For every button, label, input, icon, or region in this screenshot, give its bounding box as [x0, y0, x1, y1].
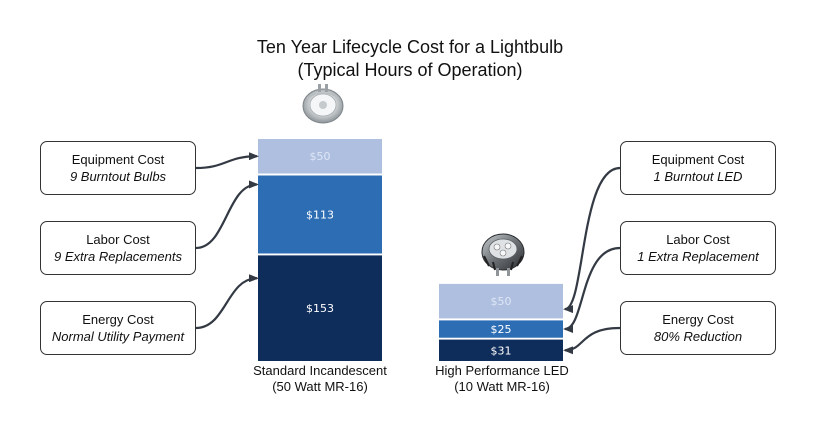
bar-value-label: $153: [306, 302, 334, 315]
callout-detail: 1 Burntout LED: [653, 169, 743, 184]
bar-incandescent-labor: [258, 175, 382, 254]
callout-title: Energy Cost: [82, 312, 154, 327]
callout-detail: 1 Extra Replacement: [637, 249, 759, 264]
category-label-incandescent: Standard Incandescent (50 Watt MR-16): [230, 363, 410, 395]
category-sublabel: (10 Watt MR-16): [454, 379, 550, 394]
bar-value-label: $113: [306, 208, 334, 221]
connector-left-equipment: [195, 152, 259, 170]
bar-led-labor: [439, 320, 563, 338]
callout-left-equipment: Equipment Cost 9 Burntout Bulbs: [40, 141, 196, 195]
bar-incandescent-equipment: [258, 139, 382, 174]
callout-right-labor: Labor Cost 1 Extra Replacement: [620, 221, 776, 275]
led-bulb-icon: [481, 233, 525, 276]
connector-left-labor: [195, 180, 259, 250]
category-label-led: High Performance LED (10 Watt MR-16): [412, 363, 592, 395]
category-name: Standard Incandescent: [253, 363, 387, 378]
bar-incandescent-energy: [258, 255, 382, 361]
bar-led-energy: [439, 339, 563, 361]
chart-title: Ten Year Lifecycle Cost for a Lightbulb: [256, 37, 564, 57]
callout-title: Labor Cost: [86, 232, 150, 247]
callout-title: Labor Cost: [666, 232, 730, 247]
bar-led-equipment: [439, 283, 563, 319]
bar-value-label: $50: [310, 150, 331, 163]
connector-left-energy: [195, 274, 259, 330]
callout-left-labor: Labor Cost 9 Extra Replacements: [40, 221, 196, 275]
callout-detail: 80% Reduction: [653, 329, 743, 344]
connector-right-equipment: [563, 166, 621, 314]
bar-value-label: $25: [491, 323, 512, 336]
callout-right-energy: Energy Cost 80% Reduction: [620, 301, 776, 355]
halogen-bulb-icon: [302, 84, 344, 124]
callout-detail: 9 Extra Replacements: [54, 249, 182, 264]
chart-subtitle: (Typical Hours of Operation): [297, 60, 523, 80]
connector-right-energy: [563, 326, 621, 355]
bar-value-label: $31: [491, 344, 512, 357]
callout-title: Equipment Cost: [71, 152, 165, 167]
category-sublabel: (50 Watt MR-16): [272, 379, 368, 394]
callout-title: Energy Cost: [662, 312, 734, 327]
category-name: High Performance LED: [435, 363, 569, 378]
connector-right-labor: [563, 246, 621, 333]
callout-right-equipment: Equipment Cost 1 Burntout LED: [620, 141, 776, 195]
callout-detail: Normal Utility Payment: [51, 329, 185, 344]
bar-value-label: $50: [491, 295, 512, 308]
callout-title: Equipment Cost: [651, 152, 745, 167]
callout-left-energy: Energy Cost Normal Utility Payment: [40, 301, 196, 355]
callout-detail: 9 Burntout Bulbs: [69, 169, 167, 184]
